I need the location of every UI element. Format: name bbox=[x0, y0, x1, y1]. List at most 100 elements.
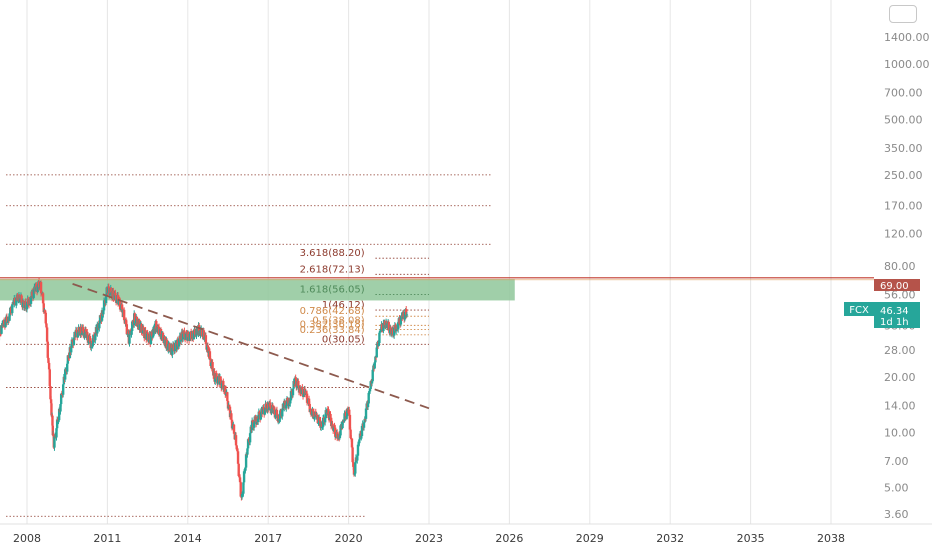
last-price-badge: 46.34 bbox=[880, 306, 909, 317]
candle-body bbox=[181, 333, 185, 340]
candle-body bbox=[68, 347, 72, 359]
supply-zone-layer bbox=[0, 278, 515, 301]
candle-body bbox=[114, 295, 118, 303]
candle-body bbox=[247, 439, 250, 441]
candle-body bbox=[62, 376, 66, 385]
candle-body bbox=[45, 323, 48, 328]
candle-body bbox=[66, 363, 69, 372]
supply-zone bbox=[0, 278, 515, 301]
candle-body bbox=[396, 322, 400, 330]
candle-body bbox=[291, 388, 295, 396]
candle-body bbox=[387, 322, 390, 331]
fib-extension-layer: 3.618(88.20) 2.618(72.13) 1.618(56.05) 1(46… bbox=[300, 248, 429, 345]
candle-body bbox=[327, 409, 330, 419]
candle-body bbox=[210, 362, 213, 367]
resistance-line-layer[interactable] bbox=[0, 277, 874, 281]
candle-body bbox=[308, 403, 311, 413]
candle-body bbox=[118, 300, 122, 310]
candle-body bbox=[230, 413, 233, 420]
candle-body bbox=[318, 416, 321, 421]
candle-body bbox=[158, 334, 161, 336]
extension-lines-layer bbox=[6, 174, 491, 517]
candle-body bbox=[270, 408, 273, 414]
candle-body bbox=[275, 409, 279, 416]
y-axis[interactable]: 3.605.007.0010.0014.0020.0028.0038.0056.… bbox=[884, 31, 930, 521]
candle-body bbox=[356, 455, 359, 461]
candle-body bbox=[398, 318, 401, 324]
candle-body bbox=[262, 407, 265, 409]
descending-trendline[interactable] bbox=[72, 282, 430, 410]
candle-body bbox=[27, 298, 30, 305]
y-tick-label: 80.00 bbox=[884, 260, 916, 273]
candle-body bbox=[6, 321, 9, 323]
candle-body bbox=[175, 339, 179, 350]
candle-body bbox=[313, 416, 316, 420]
candle-body bbox=[157, 326, 161, 336]
x-tick-label: 2029 bbox=[576, 532, 604, 545]
candle-body bbox=[139, 324, 142, 331]
candle-body bbox=[364, 418, 367, 420]
fib-level-label: 2.618(72.13) bbox=[300, 264, 365, 275]
candle-body bbox=[190, 338, 194, 340]
candle-body bbox=[289, 400, 292, 404]
candle-body bbox=[0, 333, 3, 335]
y-tick-label: 500.00 bbox=[884, 113, 923, 126]
candle-body bbox=[305, 391, 308, 394]
candle-body bbox=[389, 327, 393, 331]
candle-body bbox=[92, 334, 96, 336]
candle-body bbox=[222, 380, 225, 389]
candle-body bbox=[243, 470, 246, 472]
candle-body bbox=[235, 445, 238, 450]
candle-body bbox=[55, 419, 59, 429]
candle-body bbox=[195, 328, 198, 337]
candle-body bbox=[25, 302, 29, 310]
candle-body bbox=[286, 398, 289, 402]
candle-body bbox=[236, 451, 240, 464]
x-tick-label: 2014 bbox=[174, 532, 202, 545]
candle-body bbox=[351, 447, 354, 463]
candle-body bbox=[382, 322, 385, 332]
candle-body bbox=[394, 325, 397, 332]
candle-body bbox=[110, 287, 113, 293]
candle-body bbox=[100, 310, 104, 321]
candle-body bbox=[375, 347, 378, 358]
candle-body bbox=[350, 438, 354, 448]
candle-body bbox=[176, 339, 179, 345]
candle-body bbox=[147, 340, 151, 342]
y-tick-label: 20.00 bbox=[884, 371, 916, 384]
candle-body bbox=[344, 411, 348, 419]
candle-body bbox=[48, 369, 51, 387]
candle-body bbox=[192, 333, 196, 340]
candle-body bbox=[334, 436, 338, 438]
price-badges: FCX 46.34 1d 1h 69.00 bbox=[844, 279, 920, 328]
candle-body bbox=[316, 415, 319, 424]
x-axis[interactable]: 2008 2011 2014 2017 2020 2023 2026 2029 2032 2035… bbox=[0, 523, 932, 545]
candle-body bbox=[295, 379, 298, 388]
candle-body bbox=[220, 383, 224, 389]
candle-body bbox=[47, 362, 51, 370]
candle-body bbox=[177, 338, 181, 347]
candle-body bbox=[301, 387, 304, 390]
candle-body bbox=[102, 300, 106, 311]
candle-body bbox=[403, 311, 407, 320]
candle-body bbox=[354, 462, 357, 474]
candle-body bbox=[370, 381, 374, 384]
candle-body bbox=[106, 286, 110, 293]
candle-body bbox=[383, 321, 386, 328]
candle-body bbox=[102, 310, 105, 315]
candle-body bbox=[163, 337, 167, 340]
candle-body bbox=[199, 330, 202, 336]
y-tick-label: 1000.00 bbox=[884, 58, 930, 71]
candle-body bbox=[59, 404, 62, 412]
candle-body bbox=[348, 414, 352, 430]
chart-settings-button[interactable] bbox=[889, 5, 917, 23]
candle-body bbox=[348, 409, 351, 415]
last-price-badge-bg bbox=[874, 302, 920, 328]
candle-body bbox=[305, 393, 309, 403]
trendline-layer[interactable] bbox=[72, 282, 430, 410]
candle-body bbox=[173, 343, 177, 352]
candle-body bbox=[53, 436, 56, 448]
candle-body bbox=[82, 327, 85, 332]
candle-body bbox=[279, 410, 283, 412]
